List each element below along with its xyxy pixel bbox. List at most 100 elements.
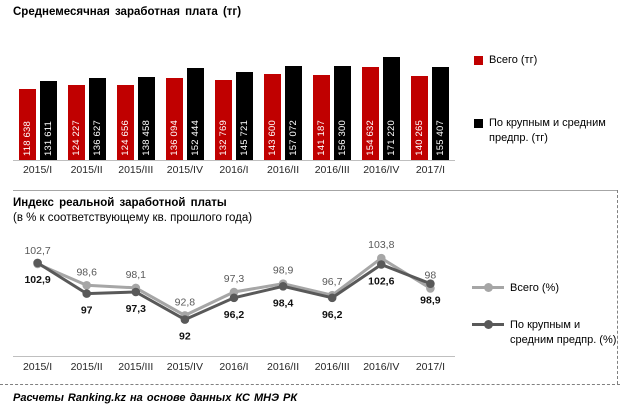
bar-large-medium-2015/I: 131 611 — [39, 81, 57, 160]
bar-value-label: 152 444 — [189, 120, 201, 156]
x-axis-label-2016/II: 2016/II — [267, 361, 300, 373]
bar-value-label: 118 638 — [21, 120, 33, 156]
line-value-label: 102,6 — [368, 276, 394, 288]
line-value-label: 92,8 — [175, 296, 196, 308]
x-axis-label-2015/II: 2015/II — [70, 361, 103, 373]
x-axis-label-2015/III: 2015/III — [118, 164, 154, 176]
line-value-label: 98,6 — [76, 266, 97, 278]
line-value-label: 103,8 — [368, 239, 394, 251]
bar-value-label: 124 227 — [70, 120, 82, 156]
line-legend-item-large-medium: По крупным и средним предпр. (%) — [472, 318, 620, 348]
page-right-dashed-border — [617, 190, 618, 384]
line-legend-item-total: Всего (%) — [472, 281, 620, 296]
line-chart-title: Индекс реальной заработной платы — [13, 197, 227, 209]
x-axis-label-2016/II: 2016/II — [267, 164, 300, 176]
legend-line-sample-total-icon — [472, 283, 504, 292]
line-value-label: 98,4 — [273, 297, 294, 309]
legend-swatch-large-medium-icon — [474, 119, 483, 128]
line-value-label: 96,2 — [322, 309, 343, 321]
x-axis-label-2015/II: 2015/II — [70, 164, 103, 176]
bar-legend-item-total: Всего (тг) — [474, 53, 620, 68]
line-value-label: 96,2 — [224, 309, 245, 321]
x-axis-label-2015/I: 2015/I — [22, 164, 53, 176]
line-chart-plot: 102,7 98,6 98,1 92,8 97,3 98,9 96,7 103,8 98 102,… — [24, 239, 441, 343]
legend-line-sample-large-medium-icon — [472, 320, 504, 329]
bar-value-label: 136 627 — [91, 120, 103, 156]
bar-value-label: 155 407 — [435, 120, 447, 156]
x-axis-label-2017/I: 2017/I — [415, 164, 446, 176]
line-marker-icon — [426, 279, 435, 288]
line-marker-icon — [377, 260, 386, 269]
x-axis-label-2015/IV: 2015/IV — [166, 361, 203, 373]
bar-value-label: 124 656 — [119, 120, 131, 156]
bar-total-2015/II: 124 227 — [67, 85, 85, 160]
line-value-label: 98 — [425, 269, 437, 281]
source-note: Расчеты Ranking.kz на основе данных КС М… — [13, 392, 298, 404]
line-marker-icon — [327, 293, 337, 303]
line-marker-icon — [278, 282, 288, 291]
bar-total-2016/I: 132 769 — [215, 80, 232, 160]
line-marker-icon — [377, 253, 386, 263]
bar-value-label: 132 769 — [218, 120, 229, 156]
line-value-label: 97,3 — [126, 303, 147, 315]
x-axis-label-2017/I: 2017/I — [415, 361, 446, 373]
bar-large-medium-2016/IV: 171 220 — [383, 57, 401, 160]
line-marker-icon — [33, 258, 42, 268]
line-legend-label-total: Всего (%) — [510, 282, 560, 294]
x-axis-label-2016/IV: 2016/IV — [363, 361, 400, 373]
line-value-label: 98,9 — [420, 295, 441, 307]
x-axis-label-2015/I: 2015/I — [22, 361, 53, 373]
bar-large-medium-2015/III: 138 458 — [137, 77, 155, 160]
bar-large-medium-2015/II: 136 627 — [88, 78, 106, 160]
line-value-label: 97 — [81, 305, 93, 317]
bar-legend-label-total: Всего (тг) — [489, 54, 538, 66]
charts-separator-line — [13, 190, 617, 191]
bar-chart-x-axis-labels: 2015/I 2015/II 2015/III 2015/IV 2016/I 2016/I… — [13, 164, 455, 176]
line-marker-icon — [82, 281, 91, 290]
bar-value-label: 171 220 — [386, 120, 398, 156]
line-value-label: 97,3 — [224, 273, 245, 285]
line-value-label: 96,7 — [322, 276, 343, 288]
x-axis-label-2016/I: 2016/I — [219, 164, 249, 176]
bar-large-medium-2015/IV: 152 444 — [186, 68, 204, 160]
bar-value-label: 131 611 — [42, 120, 54, 156]
x-axis-label-2016/IV: 2016/IV — [363, 164, 400, 176]
line-legend-label-large-medium: По крупным и средним предпр. (%) — [510, 319, 617, 346]
x-axis-label-2016/III: 2016/III — [314, 361, 350, 373]
bar-chart-title: Среднемесячная заработная плата (тг) — [13, 6, 242, 18]
bar-value-label: 140 265 — [414, 120, 426, 156]
line-value-label: 102,9 — [24, 274, 50, 286]
page-bottom-dashed-border — [0, 384, 620, 385]
bar-chart-plot: 118 638 131 611 124 227 136 627 124 656 138 4… — [13, 57, 455, 160]
line-chart-x-axis-line — [13, 356, 455, 357]
bar-large-medium-2016/III: 156 300 — [334, 66, 352, 160]
bar-value-label: 157 072 — [288, 120, 300, 156]
bar-value-label: 154 632 — [365, 120, 377, 156]
bar-value-label: 145 721 — [239, 120, 250, 156]
bar-large-medium-2016/I: 145 721 — [236, 72, 253, 160]
line-marker-icon — [180, 315, 190, 324]
bar-total-2015/IV: 136 094 — [165, 78, 183, 160]
bar-value-label: 136 094 — [168, 120, 180, 156]
line-value-label: 92 — [179, 331, 191, 343]
bar-total-2016/IV: 154 632 — [362, 67, 380, 160]
bar-total-2015/I: 118 638 — [18, 89, 36, 160]
bar-legend-item-large-medium: По крупным и средним предпр. (тг) — [474, 116, 620, 146]
x-axis-label-2016/I: 2016/I — [219, 361, 249, 373]
bar-chart-x-axis-line — [13, 160, 455, 161]
bar-value-label: 156 300 — [337, 120, 349, 156]
line-chart-x-axis-labels: 2015/I 2015/II 2015/III 2015/IV 2016/I 2016/I… — [13, 361, 455, 373]
bar-total-2016/III: 141 187 — [313, 75, 331, 160]
line-value-label: 98,9 — [273, 265, 294, 277]
bar-value-label: 141 187 — [316, 120, 328, 156]
bar-total-2017/I: 140 265 — [411, 76, 429, 160]
bar-large-medium-2016/II: 157 072 — [285, 66, 303, 160]
bar-large-medium-2017/I: 155 407 — [432, 67, 450, 160]
line-marker-icon — [229, 293, 239, 303]
bar-legend-label-large-medium: По крупным и средним предпр. (тг) — [489, 117, 606, 144]
x-axis-label-2015/IV: 2015/IV — [166, 164, 203, 176]
line-value-label: 98,1 — [126, 269, 147, 281]
line-marker-icon — [131, 287, 141, 297]
legend-swatch-total-icon — [474, 56, 483, 65]
